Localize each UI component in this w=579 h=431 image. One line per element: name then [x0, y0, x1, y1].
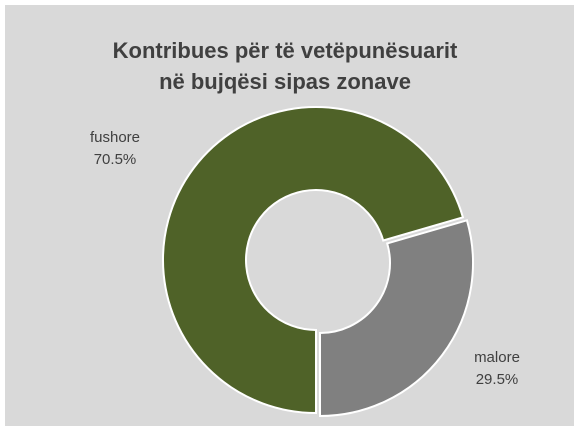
donut-slice: [318, 219, 474, 418]
slice-label: malore: [474, 349, 520, 366]
slice-label: fushore: [90, 129, 140, 146]
donut-slice: [162, 106, 465, 415]
slice-value-label: 70.5%: [94, 151, 137, 168]
chart-title: Kontribues për të vetëpunësuarit: [113, 38, 458, 63]
chart-title: në bujqësi sipas zonave: [159, 69, 411, 94]
slice-value-label: 29.5%: [476, 371, 519, 388]
